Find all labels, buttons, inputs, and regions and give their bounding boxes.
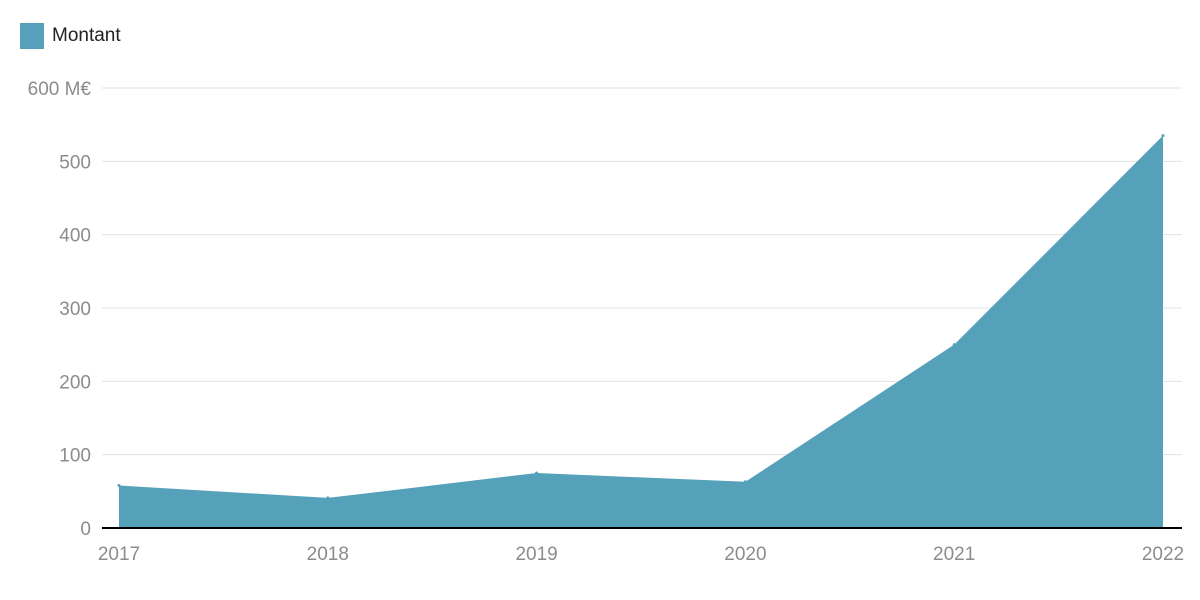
data-point xyxy=(117,483,121,487)
x-tick-label: 2018 xyxy=(307,544,349,565)
series-area-montant xyxy=(119,135,1163,528)
legend-swatch xyxy=(20,23,44,49)
y-tick-label: 300 xyxy=(59,299,91,320)
legend: Montant xyxy=(20,23,121,49)
x-tick-label: 2022 xyxy=(1142,544,1184,565)
x-tick-label: 2020 xyxy=(724,544,766,565)
data-point xyxy=(1161,134,1165,138)
y-tick-label: 400 xyxy=(59,226,91,247)
y-tick-label: 500 xyxy=(59,152,91,173)
data-point xyxy=(743,480,747,484)
legend-label: Montant xyxy=(52,25,121,46)
x-tick-label: 2017 xyxy=(98,544,140,565)
y-tick-label: 0 xyxy=(80,519,91,540)
y-tick-label: 100 xyxy=(59,446,91,467)
data-point xyxy=(535,471,539,475)
x-tick-label: 2019 xyxy=(515,544,557,565)
data-point xyxy=(326,496,330,500)
y-tick-label: 200 xyxy=(59,372,91,393)
y-tick-label: 600 M€ xyxy=(28,79,92,100)
x-tick-label: 2021 xyxy=(933,544,975,565)
data-point xyxy=(952,343,956,347)
